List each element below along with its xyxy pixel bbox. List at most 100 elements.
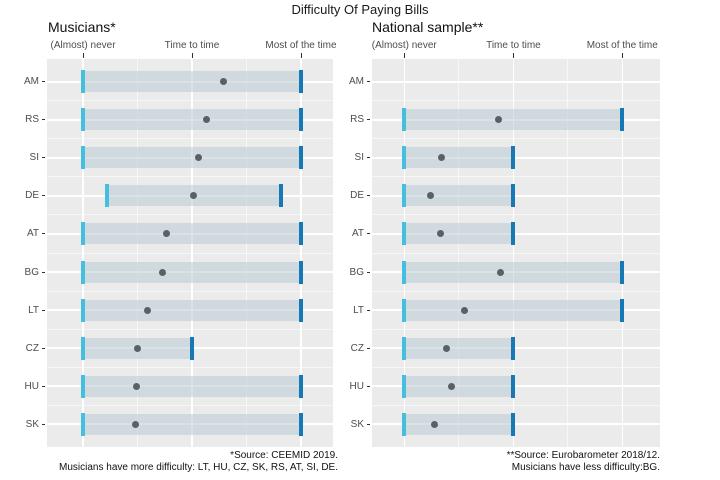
range-max-tick-hu [298,374,303,398]
x-axis-tick-mark [300,53,302,58]
range-bar-si [404,147,514,169]
range-min-tick-de [105,184,109,208]
y-axis-label-sk: SK [350,418,364,430]
x-axis-tick-mark [513,53,515,58]
mean-dot-lt [143,306,151,314]
range-min-tick-lt [402,298,407,322]
horizontal-gridline-minor [47,100,333,102]
y-axis-tick-mark [42,423,45,425]
horizontal-gridline-minor [47,138,333,140]
y-axis-tick-mark [42,119,45,121]
x-axis-label: Time to time [486,40,541,51]
range-min-tick-bg [81,260,86,284]
range-min-tick-rs [402,108,407,132]
x-axis-label: Time to time [164,40,220,51]
range-bar-rs [404,109,623,131]
plot-panel-national-sample [372,59,660,447]
range-bar-hu [83,375,301,397]
range-max-tick-sk [511,412,516,436]
y-axis-label-hu: HU [24,380,39,392]
mean-dot-lt [460,306,468,314]
range-bar-cz [404,337,514,359]
y-axis-label-at: AT [351,228,364,240]
range-min-tick-bg [402,260,407,284]
range-min-tick-rs [81,108,86,132]
mean-dot-hu [447,382,455,390]
caption-source-line: **Source: Eurobarometer 2018/12. [506,450,660,461]
horizontal-gridline-minor [372,252,660,254]
mean-dot-sk [431,420,439,428]
range-min-tick-lt [81,298,86,322]
range-min-tick-hu [81,374,86,398]
mean-dot-rs [494,116,502,124]
y-axis-tick-mark [42,385,45,387]
y-axis-tick-mark [367,271,370,273]
horizontal-gridline-minor [372,138,660,140]
caption-musicians: *Source: CEEMID 2019. Musicians have mor… [20,450,338,473]
range-bar-bg [404,261,623,283]
mean-dot-de [189,192,197,200]
range-max-tick-lt [298,298,303,322]
horizontal-gridline-minor [47,290,333,292]
horizontal-gridline-major [372,233,660,235]
range-max-tick-sk [298,412,303,436]
y-axis-tick-mark [367,81,370,83]
horizontal-gridline-minor [372,290,660,292]
mean-dot-hu [132,382,140,390]
range-max-tick-rs [298,108,303,132]
y-axis-label-de: DE [350,190,364,202]
horizontal-gridline-major [372,385,660,387]
horizontal-gridline-minor [47,328,333,330]
horizontal-gridline-minor [47,366,333,368]
range-max-tick-hu [511,374,516,398]
range-max-tick-de [279,184,284,208]
caption-national-sample: **Source: Eurobarometer 2018/12. Musicia… [350,450,660,473]
mean-dot-si [437,154,445,162]
x-axis-tick-mark [404,53,406,58]
range-max-tick-si [511,146,516,170]
chart-title: Difficulty Of Paying Bills [291,2,429,17]
caption-note-line: Musicians have more difficulty: LT, HU, … [59,461,338,473]
y-axis-tick-mark [367,347,370,349]
y-axis-label-cz: CZ [350,342,364,354]
y-axis-label-at: AT [26,228,39,240]
range-max-tick-cz [511,336,516,360]
y-axis-label-lt: LT [28,304,39,316]
facet-title-national-sample: National sample** [372,19,484,35]
horizontal-gridline-major [372,195,660,197]
range-bar-de [404,185,514,207]
range-min-tick-sk [81,412,86,436]
x-axis-tick-mark [192,53,193,58]
y-axis-tick-mark [42,271,45,273]
range-min-tick-sk [402,412,407,436]
y-axis-tick-mark [367,233,370,235]
y-axis-label-rs: RS [25,114,39,126]
range-max-tick-si [298,146,303,170]
caption-note-line: Musicians have less difficulty:BG. [511,461,660,473]
range-min-tick-at [81,222,86,246]
horizontal-gridline-minor [372,404,660,406]
y-axis-label-am: AM [349,76,364,88]
x-axis-tick-mark [83,53,85,58]
horizontal-gridline-minor [372,100,660,102]
y-axis-label-de: DE [25,190,39,202]
horizontal-gridline-minor [372,176,660,178]
y-axis-label-bg: BG [349,266,364,278]
mean-dot-bg [159,268,167,276]
mean-dot-at [163,230,171,238]
range-min-tick-hu [402,374,407,398]
horizontal-gridline-major [372,157,660,159]
mean-dot-cz [134,344,142,352]
horizontal-gridline-minor [47,176,333,178]
mean-dot-rs [202,116,210,124]
horizontal-gridline-minor [47,214,333,216]
range-max-tick-rs [620,108,625,132]
y-axis-tick-mark [367,423,370,425]
range-bar-am [83,71,301,93]
range-bar-sk [83,413,301,435]
range-bar-lt [404,299,623,321]
y-axis-label-rs: RS [350,114,364,126]
range-max-tick-de [511,184,516,208]
y-axis-tick-mark [367,157,370,159]
